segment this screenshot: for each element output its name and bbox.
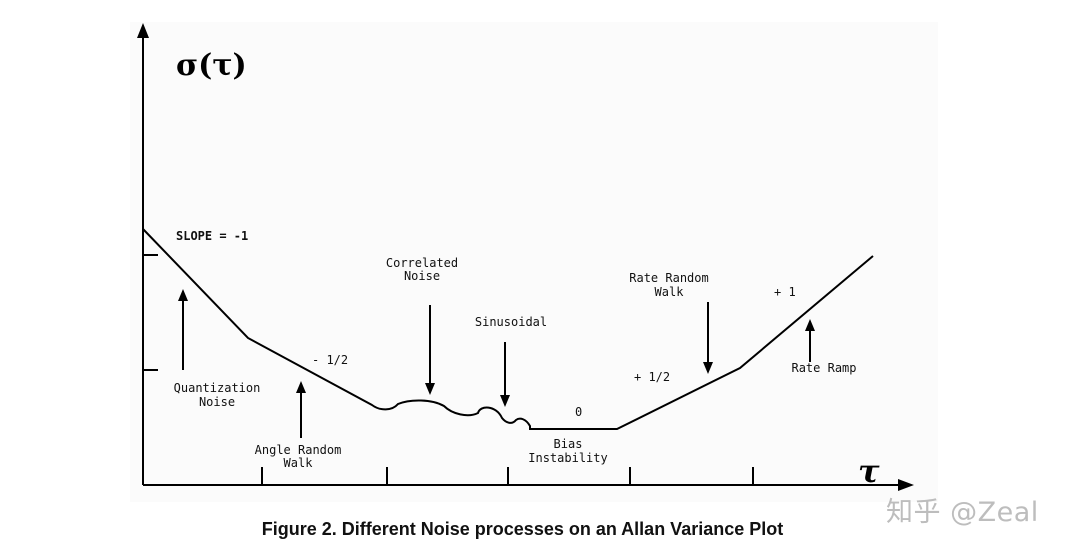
down-arrowhead (500, 395, 510, 407)
slope-minus-half-label: - 1/2 (312, 353, 348, 367)
quantization-noise-label-line2: Noise (199, 395, 235, 409)
correlated-noise-label-line1: Correlated (386, 256, 458, 270)
slope-plus-one-label: + 1 (774, 285, 796, 299)
up-arrowhead (805, 319, 815, 331)
rate-ramp-label: Rate Ramp (791, 361, 856, 375)
sinusoidal-label: Sinusoidal (475, 315, 547, 329)
down-arrowhead (425, 383, 435, 395)
axes (142, 32, 905, 486)
y-axis-symbol: σ(τ) (176, 48, 247, 83)
arrows (182, 300, 811, 438)
axis-ticks (143, 254, 754, 485)
correlated-noise-label-line2: Noise (404, 269, 440, 283)
down-arrowhead (703, 362, 713, 374)
bias-instability-label-line1: Bias (554, 437, 583, 451)
x-axis-symbol: τ (858, 452, 880, 490)
watermark: 知乎 @Zeal (886, 497, 1039, 528)
plot-background (130, 22, 938, 502)
slope-zero-label: 0 (575, 405, 582, 419)
rate-random-walk-label-line2: Walk (655, 285, 685, 299)
figure-caption: Figure 2. Different Noise processes on a… (261, 519, 784, 539)
angle-random-walk-label-line1: Angle Random (255, 443, 342, 457)
y-axis-arrowhead (137, 23, 149, 38)
angle-random-walk-label-line2: Walk (284, 456, 314, 470)
x-axis-arrowhead (898, 479, 914, 491)
up-arrowhead (178, 289, 188, 301)
arrowheads (178, 289, 815, 407)
slope-minus-one-label: SLOPE = -1 (176, 229, 248, 243)
rate-random-walk-label-line1: Rate Random (629, 271, 708, 285)
slope-plus-half-label: + 1/2 (634, 370, 670, 384)
quantization-noise-label-line1: Quantization (174, 381, 261, 395)
up-arrowhead (296, 381, 306, 393)
bias-instability-label-line2: Instability (528, 451, 607, 465)
allan-deviation-curve (142, 228, 874, 430)
